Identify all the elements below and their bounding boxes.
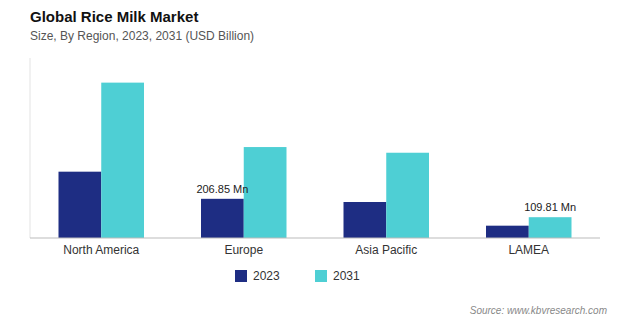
bar (244, 147, 287, 238)
bar (201, 199, 244, 238)
bar (59, 172, 102, 238)
y-axis-line (30, 58, 31, 238)
legend-swatch (315, 270, 327, 282)
x-tick-label: LAMEA (508, 243, 549, 257)
x-tick-label: North America (63, 243, 139, 257)
chart-container: Global Rice Milk Market Size, By Region, … (0, 0, 619, 322)
subtitle: Size, By Region, 2023, 2031 (USD Billion… (30, 29, 254, 43)
bar (386, 153, 429, 238)
title: Global Rice Milk Market (30, 8, 198, 25)
bar (529, 217, 572, 238)
annotation: 109.81 Mn (524, 201, 576, 213)
chart-svg: Global Rice Milk Market Size, By Region, … (0, 0, 619, 322)
bars (59, 83, 572, 238)
annotation: 206.85 Mn (196, 183, 248, 195)
x-tick-label: Asia Pacific (355, 243, 417, 257)
bar (344, 202, 387, 238)
legend: 2023 2031 (235, 269, 360, 283)
background (0, 0, 619, 322)
legend-label: 2031 (333, 269, 360, 283)
legend-label: 2023 (253, 269, 280, 283)
x-tick-label: Europe (224, 243, 263, 257)
source: Source: www.kbvresearch.com (470, 305, 607, 316)
bar (101, 83, 144, 238)
bar (486, 226, 529, 238)
x-axis-line (30, 238, 600, 239)
legend-swatch (235, 270, 247, 282)
